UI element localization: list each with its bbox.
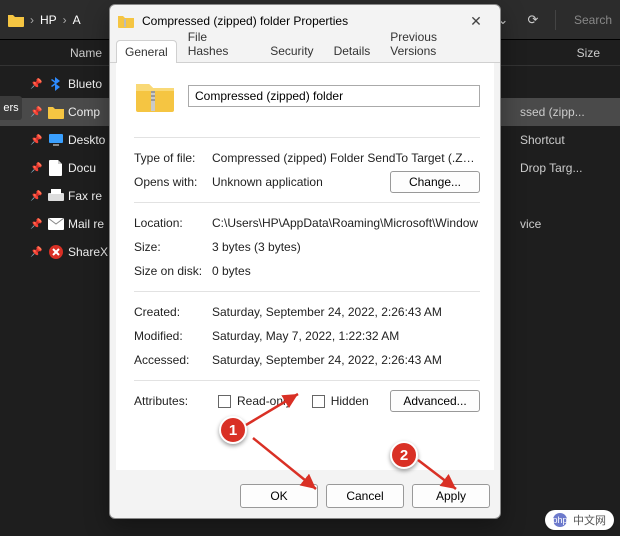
- watermark-logo: php: [553, 513, 567, 527]
- file-type: Drop Targ...: [520, 161, 620, 175]
- divider: [555, 10, 556, 30]
- tab-file-hashes[interactable]: File Hashes: [179, 25, 260, 62]
- breadcrumb-seg[interactable]: A: [73, 13, 81, 27]
- file-type: ssed (zipp...: [520, 105, 620, 119]
- value: Compressed (zipped) Folder SendTo Target…: [212, 151, 480, 165]
- value: Saturday, September 24, 2022, 2:26:43 AM: [212, 305, 480, 319]
- divider: [134, 380, 480, 381]
- refresh-icon[interactable]: ⟳: [521, 8, 545, 32]
- zip-folder-icon: [134, 75, 176, 117]
- hidden-checkbox[interactable]: [312, 395, 325, 408]
- chevron-right-icon: ›: [30, 13, 34, 27]
- watermark-text: 中文网: [573, 512, 606, 528]
- dialog-buttons: OK Cancel Apply: [110, 476, 500, 518]
- annotation-marker-1: 1: [219, 416, 247, 444]
- file-icon: [44, 160, 68, 176]
- readonly-label: Read-only: [237, 394, 292, 408]
- file-type: Shortcut: [520, 133, 620, 147]
- file-icon: [44, 76, 68, 92]
- zip-folder-icon: [118, 14, 134, 28]
- tab-details[interactable]: Details: [325, 39, 380, 62]
- file-icon: [44, 189, 68, 203]
- search-input[interactable]: Search: [574, 13, 612, 27]
- tab-previous-versions[interactable]: Previous Versions: [381, 25, 494, 62]
- label: Opens with:: [134, 175, 212, 189]
- divider: [134, 137, 480, 138]
- general-panel: Type of file:Compressed (zipped) Folder …: [116, 63, 494, 470]
- file-icon: [44, 105, 68, 119]
- breadcrumb-seg[interactable]: HP: [40, 13, 57, 27]
- pin-icon: 📌: [30, 79, 44, 90]
- divider: [134, 291, 480, 292]
- pin-icon: 📌: [30, 135, 44, 146]
- value: Saturday, May 7, 2022, 1:22:32 AM: [212, 329, 480, 343]
- pin-icon: 📌: [30, 247, 44, 258]
- change-button[interactable]: Change...: [390, 171, 480, 193]
- label: Attributes:: [134, 394, 212, 408]
- value: Unknown application: [212, 175, 382, 189]
- advanced-button[interactable]: Advanced...: [390, 390, 480, 412]
- file-icon: [44, 244, 68, 260]
- label: Location:: [134, 216, 212, 230]
- label: Accessed:: [134, 353, 212, 367]
- pin-icon: 📌: [30, 107, 44, 118]
- file-icon: [44, 133, 68, 147]
- cancel-button[interactable]: Cancel: [326, 484, 404, 508]
- label: Created:: [134, 305, 212, 319]
- label: Size on disk:: [134, 264, 212, 278]
- divider: [134, 202, 480, 203]
- file-type: vice: [520, 217, 620, 231]
- properties-dialog: Compressed (zipped) folder Properties ✕ …: [109, 4, 501, 519]
- ok-button[interactable]: OK: [240, 484, 318, 508]
- tab-strip: GeneralFile HashesSecurityDetailsPreviou…: [110, 37, 500, 63]
- value: 0 bytes: [212, 264, 480, 278]
- apply-button[interactable]: Apply: [412, 484, 490, 508]
- file-icon: [44, 218, 68, 230]
- column-size-header[interactable]: Size: [560, 46, 620, 60]
- label: Modified:: [134, 329, 212, 343]
- pin-icon: 📌: [30, 219, 44, 230]
- watermark: php 中文网: [545, 510, 614, 530]
- pin-icon: 📌: [30, 191, 44, 202]
- value: C:\Users\HP\AppData\Roaming\Microsoft\Wi…: [212, 216, 480, 230]
- value: 3 bytes (3 bytes): [212, 240, 480, 254]
- annotation-marker-2: 2: [390, 441, 418, 469]
- readonly-checkbox[interactable]: [218, 395, 231, 408]
- label: Size:: [134, 240, 212, 254]
- name-input[interactable]: [188, 85, 480, 107]
- label: Type of file:: [134, 151, 212, 165]
- chevron-right-icon: ›: [63, 13, 67, 27]
- hidden-label: Hidden: [331, 394, 369, 408]
- folder-icon: [8, 13, 24, 27]
- pin-icon: 📌: [30, 163, 44, 174]
- sidebar-peek: ers: [0, 96, 22, 120]
- value: Saturday, September 24, 2022, 2:26:43 AM: [212, 353, 480, 367]
- tab-security[interactable]: Security: [261, 39, 322, 62]
- tab-general[interactable]: General: [116, 40, 177, 63]
